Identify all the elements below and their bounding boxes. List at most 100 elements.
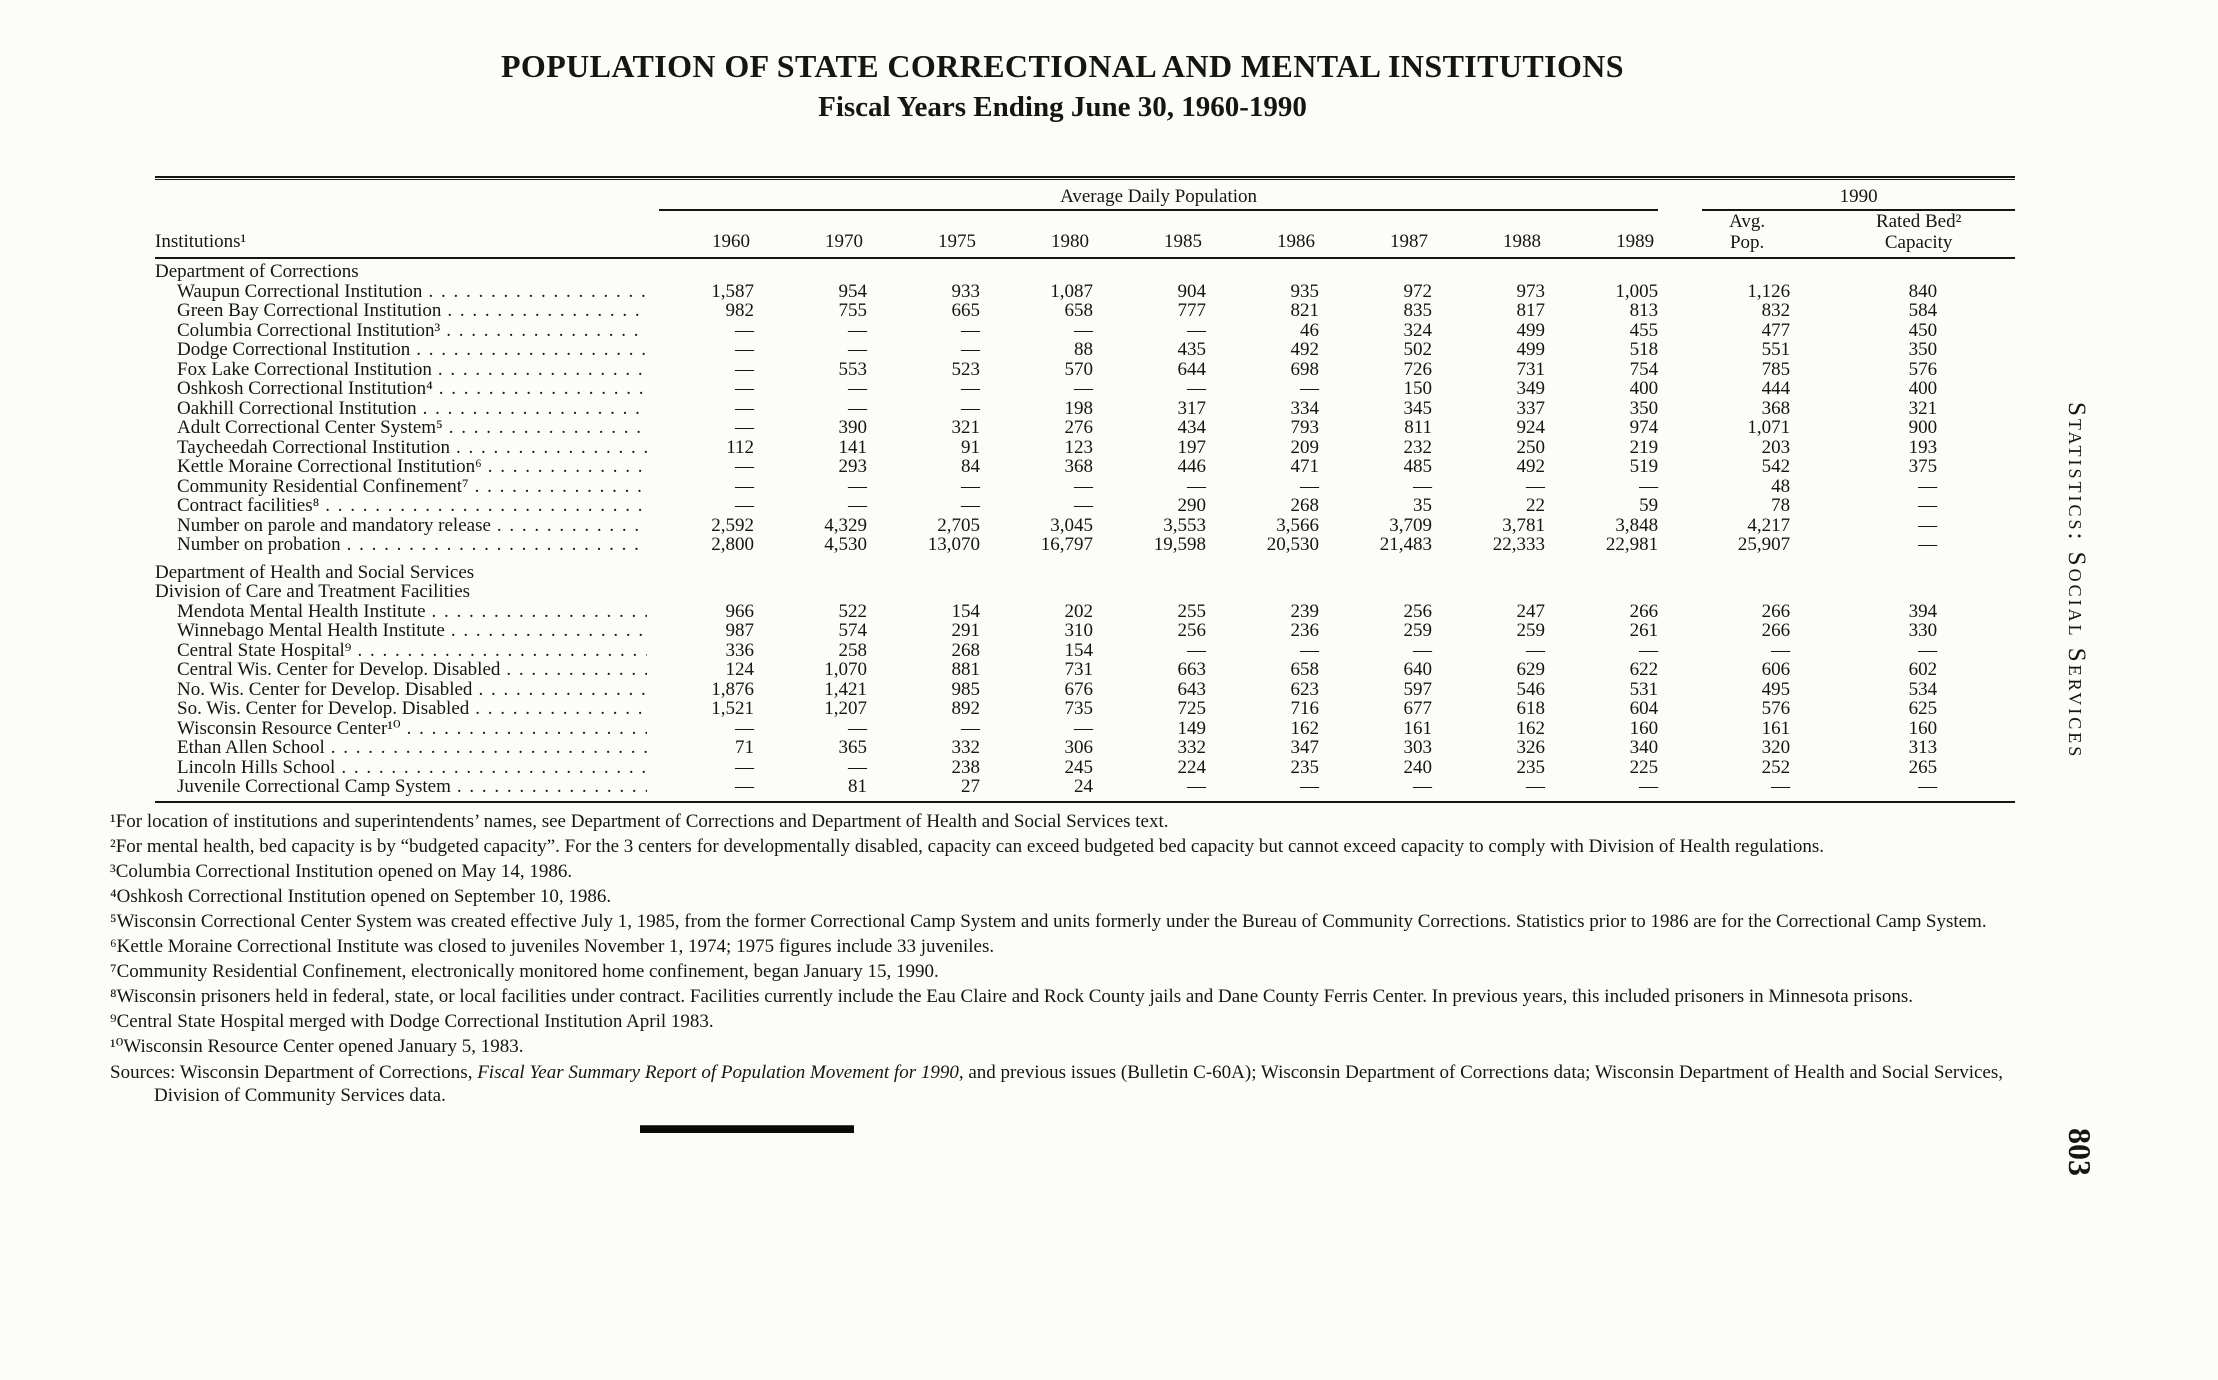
cell-1986: — <box>1300 378 1319 399</box>
cell-avg-pop: 495 <box>1761 678 1791 700</box>
table-row: Juvenile Correctional Camp System — 81 27 24… <box>155 777 2015 802</box>
row-label: Adult Correctional Center System⁵ <box>177 417 443 438</box>
cell-1975: — <box>961 397 980 419</box>
cell-1988: 259 <box>1516 620 1546 641</box>
row-label-cell: Wisconsin Resource Center¹⁰ <box>155 718 655 739</box>
cell-1987: 726 <box>1403 358 1433 380</box>
cell-1988: 162 <box>1516 717 1546 739</box>
table-row: Taycheedah Correctional Institution 112 14… <box>155 436 2015 458</box>
cell-avg-pop: 48 <box>1771 475 1791 497</box>
cell-1987: 485 <box>1403 456 1433 477</box>
col-year-1989: 1989 <box>1559 211 1673 259</box>
cell-1960: — <box>735 717 754 739</box>
sources-line: Sources: Wisconsin Department of Correct… <box>110 1061 2015 1107</box>
row-label: Oakhill Correctional Institution <box>177 397 417 419</box>
dot-leader <box>428 282 647 302</box>
cell-avg-pop: 542 <box>1761 456 1791 477</box>
cell-1960: — <box>735 475 754 497</box>
column-header-row: Institutions¹ 1960 1970 1975 1980 1985 1986 19… <box>155 211 2016 259</box>
row-label: Community Residential Confinement⁷ <box>177 475 469 497</box>
span-header-blank <box>155 184 655 211</box>
cell-1986: 658 <box>1290 659 1320 680</box>
row-label-cell: No. Wis. Center for Develop. Disabled <box>155 679 655 700</box>
row-label: Number on probation <box>177 534 341 555</box>
cell-1988: 924 <box>1516 417 1546 438</box>
footnote-1: ¹For location of institutions and superi… <box>110 810 1169 832</box>
cell-1986: 821 <box>1290 300 1320 321</box>
cell-avg-pop: 25,907 <box>1737 534 1791 555</box>
dot-leader <box>451 621 647 641</box>
cell-1987: 835 <box>1403 300 1433 321</box>
page-number: 803 <box>2062 1128 2098 1176</box>
cell-rated-bed-capacity: 350 <box>1908 339 1938 360</box>
cell-1987: 232 <box>1403 436 1433 458</box>
col-year-1986: 1986 <box>1220 211 1333 259</box>
table-row: Kettle Moraine Correctional Institution⁶… <box>155 457 2015 477</box>
cell-1970: 522 <box>838 600 868 622</box>
cell-1980: 310 <box>1064 620 1094 641</box>
cell-1985: 644 <box>1177 358 1207 380</box>
row-label: Central State Hospital⁹ <box>177 639 352 661</box>
cell-1988: 326 <box>1516 737 1546 758</box>
cell-1980: 735 <box>1064 698 1094 719</box>
cell-1960: 987 <box>725 620 755 641</box>
section-header: Department of Corrections <box>155 261 359 282</box>
cell-1986: 492 <box>1290 339 1320 360</box>
cell-1960: — <box>735 378 754 399</box>
section-header-row: Department of Corrections <box>155 258 2015 282</box>
footnote-4: ⁴Oshkosh Correctional Institution opened… <box>110 885 612 907</box>
cell-1985: 332 <box>1177 737 1207 758</box>
cell-1989: 225 <box>1629 756 1659 778</box>
cell-1987: 240 <box>1403 756 1433 778</box>
cell-1985: 643 <box>1177 678 1207 700</box>
col-year-1970: 1970 <box>768 211 881 259</box>
cell-1986: 162 <box>1290 717 1320 739</box>
cell-1987: 811 <box>1404 417 1432 438</box>
table-row: Fox Lake Correctional Institution — 553 523… <box>155 358 2015 380</box>
cell-1960: 966 <box>725 600 755 622</box>
cell-1975: 985 <box>951 678 981 700</box>
cell-1989: 518 <box>1629 339 1659 360</box>
cell-1986: 347 <box>1290 737 1320 758</box>
cell-avg-pop: 266 <box>1761 600 1791 622</box>
cell-1987: 35 <box>1413 495 1432 516</box>
table-row: Number on probation 2,800 4,530 13,070 16,79… <box>155 535 2015 555</box>
col-year-1985: 1985 <box>1107 211 1220 259</box>
cell-1975: — <box>961 319 980 341</box>
cell-1988: — <box>1526 639 1545 661</box>
cell-avg-pop: 576 <box>1761 698 1791 719</box>
table-row: Dodge Correctional Institution — — — 88 435 49… <box>155 340 2015 360</box>
cell-1970: 81 <box>848 776 867 797</box>
col-avg-pop: Avg. Pop. <box>1672 211 1823 259</box>
cell-1975: — <box>961 717 980 739</box>
dot-leader <box>423 399 647 419</box>
cell-1960: 124 <box>725 659 755 680</box>
cell-rated-bed-capacity: — <box>1918 514 1938 536</box>
page-content: POPULATION OF STATE CORRECTIONAL AND MEN… <box>110 48 2016 1133</box>
cell-1989: 1,005 <box>1615 280 1659 302</box>
cell-rated-bed-capacity: 321 <box>1908 397 1938 419</box>
cell-1989: 531 <box>1629 678 1659 700</box>
cell-1987: 972 <box>1403 280 1433 302</box>
cell-1985: 434 <box>1177 417 1207 438</box>
cell-1988: — <box>1526 776 1545 797</box>
institutions-table: Average Daily Population 1990 Institutio… <box>155 184 2016 803</box>
table-row: Number on parole and mandatory release 2,… <box>155 514 2015 536</box>
table-row: Winnebago Mental Health Institute 987 574 2… <box>155 621 2015 641</box>
cell-rated-bed-capacity: — <box>1918 475 1938 497</box>
cell-avg-pop: 444 <box>1761 378 1791 399</box>
cell-1960: — <box>735 456 754 477</box>
cell-1986: 793 <box>1290 417 1320 438</box>
cell-1975: 154 <box>951 600 981 622</box>
dot-leader <box>432 602 647 622</box>
cell-1985: — <box>1187 776 1206 797</box>
cell-1975: — <box>961 495 980 516</box>
cell-1975: 321 <box>951 417 981 438</box>
cell-avg-pop: 551 <box>1761 339 1791 360</box>
cell-1970: 954 <box>838 280 868 302</box>
cell-1980: 676 <box>1064 678 1094 700</box>
table-row: Waupun Correctional Institution 1,587 954 9… <box>155 280 2015 302</box>
cell-avg-pop: 4,217 <box>1747 514 1791 536</box>
row-label-cell: Columbia Correctional Institution³ <box>155 320 655 341</box>
cell-1980: 658 <box>1064 300 1094 321</box>
